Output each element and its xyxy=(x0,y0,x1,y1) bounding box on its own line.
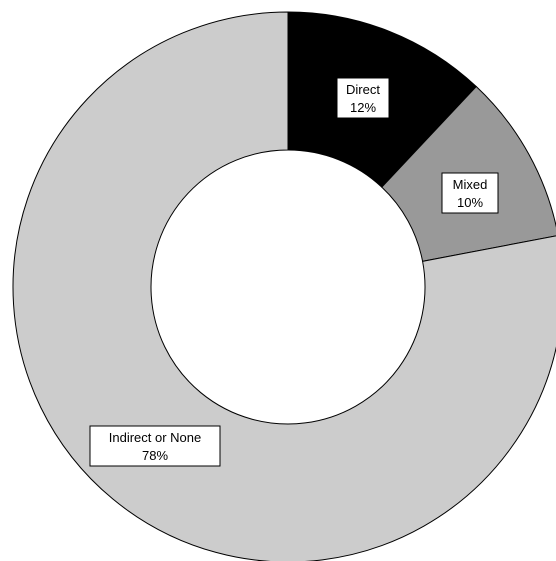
data-label-value: 78% xyxy=(142,448,168,463)
data-label-category: Mixed xyxy=(453,177,488,192)
data-label: Indirect or None 78% xyxy=(89,425,221,467)
data-label-category: Indirect or None xyxy=(109,430,202,445)
data-label-category: Direct xyxy=(346,82,380,97)
data-label-value: 12% xyxy=(350,100,376,115)
donut-slices xyxy=(12,11,556,561)
data-label: Mixed 10% xyxy=(441,172,499,214)
data-labels: Direct 12% Mixed 10% Indirect or None 78% xyxy=(89,77,499,467)
data-label-box xyxy=(336,77,390,119)
data-label-box xyxy=(89,425,221,467)
data-label-box xyxy=(441,172,499,214)
slice-indirect-or-none xyxy=(12,11,556,561)
data-label: Direct 12% xyxy=(336,77,390,119)
data-label-value: 10% xyxy=(457,195,483,210)
